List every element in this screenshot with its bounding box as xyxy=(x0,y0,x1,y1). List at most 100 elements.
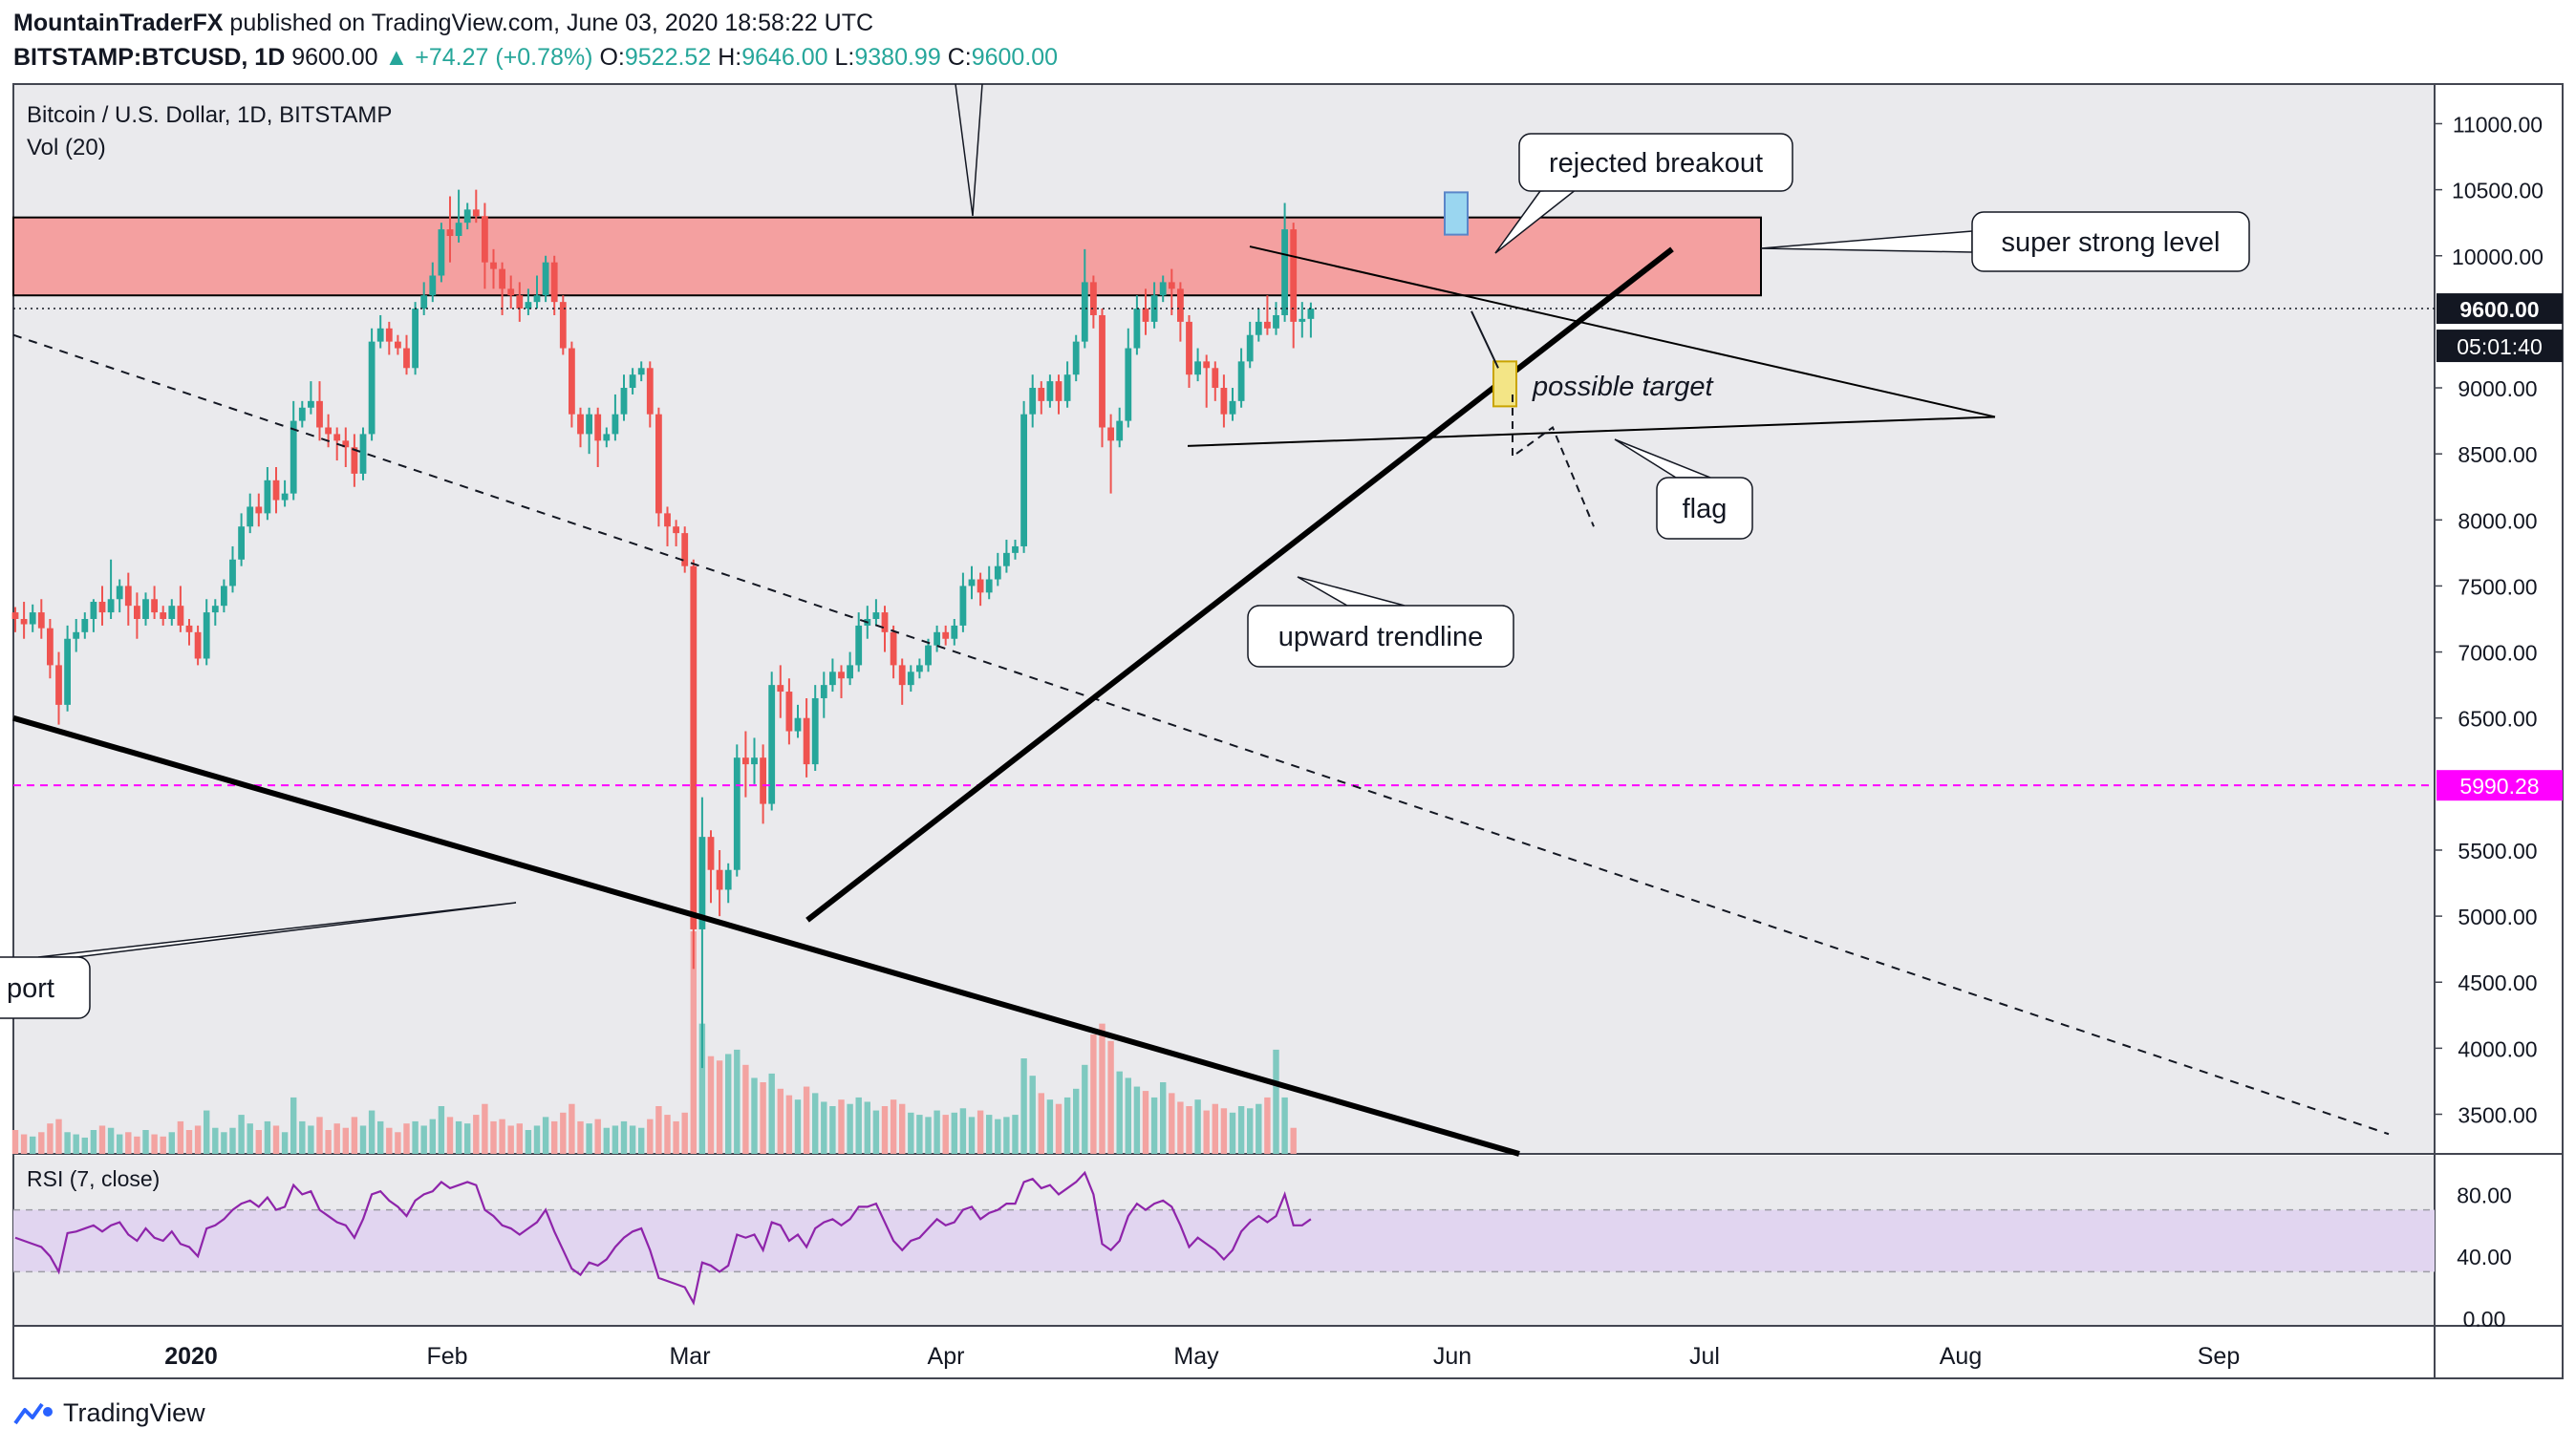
candle[interactable] xyxy=(412,309,419,369)
candle[interactable] xyxy=(351,447,358,474)
candle[interactable] xyxy=(542,262,549,296)
candle[interactable] xyxy=(681,533,689,566)
candle[interactable] xyxy=(73,631,80,639)
breakout-marker[interactable] xyxy=(1444,191,1469,236)
candle[interactable] xyxy=(847,665,853,679)
candle[interactable] xyxy=(716,869,723,890)
candle[interactable] xyxy=(1246,334,1254,362)
candle[interactable] xyxy=(829,672,836,686)
candle[interactable] xyxy=(586,414,592,435)
callout-super-strong-level[interactable]: super strong level xyxy=(1760,211,2250,272)
candle[interactable] xyxy=(934,631,940,646)
candle[interactable] xyxy=(959,586,967,626)
candle[interactable] xyxy=(472,209,480,217)
candle[interactable] xyxy=(1255,321,1262,335)
author-name[interactable]: MountainTraderFX xyxy=(13,10,224,36)
candle[interactable] xyxy=(29,612,36,625)
candle[interactable] xyxy=(20,619,28,625)
candle[interactable] xyxy=(64,638,71,705)
candle[interactable] xyxy=(290,420,297,494)
callout-support[interactable]: port xyxy=(0,902,517,1019)
candle[interactable] xyxy=(690,565,698,929)
candle[interactable] xyxy=(134,606,140,619)
candle[interactable] xyxy=(733,757,741,870)
candle[interactable] xyxy=(1046,381,1054,401)
candle[interactable] xyxy=(395,341,401,349)
candle[interactable] xyxy=(881,612,889,632)
candle[interactable] xyxy=(455,223,462,237)
candle[interactable] xyxy=(308,400,314,408)
candle[interactable] xyxy=(368,341,376,435)
last-price-badge[interactable] xyxy=(2436,293,2563,325)
candle[interactable] xyxy=(637,368,645,375)
candle[interactable] xyxy=(742,757,749,765)
candle[interactable] xyxy=(482,216,488,263)
candle[interactable] xyxy=(429,275,437,296)
candle[interactable] xyxy=(221,586,227,607)
tradingview-brand[interactable]: TradingView xyxy=(63,1398,205,1427)
candle[interactable] xyxy=(1237,361,1245,401)
candle[interactable] xyxy=(1194,361,1201,375)
candle[interactable] xyxy=(603,434,611,441)
candle[interactable] xyxy=(1003,552,1010,566)
candle[interactable] xyxy=(47,628,54,666)
candle[interactable] xyxy=(185,625,193,632)
candle[interactable] xyxy=(403,348,410,369)
candle[interactable] xyxy=(925,645,932,666)
candle[interactable] xyxy=(1273,314,1279,329)
tradingview-logo-icon[interactable] xyxy=(13,1400,55,1429)
candle[interactable] xyxy=(890,631,897,666)
candle[interactable] xyxy=(533,295,541,303)
candle[interactable] xyxy=(803,717,810,765)
candle[interactable] xyxy=(1177,288,1184,322)
candle[interactable] xyxy=(1264,321,1271,329)
candle[interactable] xyxy=(255,506,263,514)
candle[interactable] xyxy=(646,368,654,415)
candle[interactable] xyxy=(1290,229,1298,322)
candle[interactable] xyxy=(1125,348,1132,421)
candle[interactable] xyxy=(142,599,149,619)
candle[interactable] xyxy=(985,579,993,593)
candle[interactable] xyxy=(490,262,497,269)
candle[interactable] xyxy=(203,612,210,659)
candle[interactable] xyxy=(1281,229,1288,315)
resistance-zone[interactable] xyxy=(12,216,1762,297)
support-trendline[interactable] xyxy=(12,714,1520,1157)
candle[interactable] xyxy=(333,434,341,441)
candle[interactable] xyxy=(777,685,784,693)
candle[interactable] xyxy=(629,374,636,389)
candle[interactable] xyxy=(1012,545,1019,553)
candle[interactable] xyxy=(1212,368,1219,389)
candle[interactable] xyxy=(151,599,158,613)
candle[interactable] xyxy=(376,328,384,342)
candle[interactable] xyxy=(238,526,245,560)
candle[interactable] xyxy=(81,619,89,632)
candle[interactable] xyxy=(1307,309,1315,319)
candle[interactable] xyxy=(811,697,819,765)
candle[interactable] xyxy=(1081,282,1088,342)
candle[interactable] xyxy=(664,513,671,527)
candle[interactable] xyxy=(1038,388,1045,401)
candle[interactable] xyxy=(1186,321,1192,375)
candle[interactable] xyxy=(211,606,219,613)
callout-rejected-breakout[interactable]: rejected breakout xyxy=(1494,133,1793,254)
candle[interactable] xyxy=(229,559,236,586)
candle[interactable] xyxy=(707,837,715,870)
candle[interactable] xyxy=(385,328,393,342)
candle[interactable] xyxy=(177,606,184,626)
candle[interactable] xyxy=(463,209,471,224)
upward-trendline[interactable] xyxy=(805,246,1674,923)
candle[interactable] xyxy=(794,717,802,732)
candle[interactable] xyxy=(507,288,515,296)
candle[interactable] xyxy=(968,579,976,586)
candle[interactable] xyxy=(994,565,1001,580)
candle[interactable] xyxy=(37,612,45,629)
candle[interactable] xyxy=(438,229,445,276)
callout-flag[interactable]: flag xyxy=(1614,438,1753,540)
candle[interactable] xyxy=(594,414,602,441)
candle[interactable] xyxy=(977,579,984,593)
candle[interactable] xyxy=(168,606,176,619)
candle[interactable] xyxy=(577,414,584,435)
candle[interactable] xyxy=(1116,420,1124,441)
